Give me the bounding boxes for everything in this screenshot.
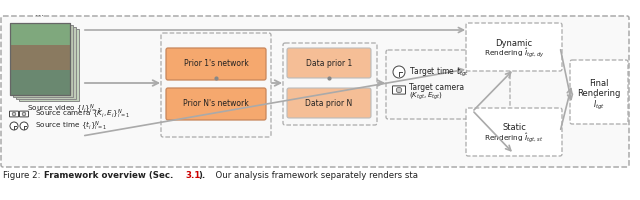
Text: Framework overview (Sec.: Framework overview (Sec. [44,171,177,180]
FancyBboxPatch shape [287,48,371,78]
Bar [19,29,79,101]
Text: Rendering: Rendering [577,90,621,98]
Text: Data prior N: Data prior N [305,98,353,108]
FancyBboxPatch shape [166,88,266,120]
Text: Source camera $\{K_i, E_i\}_{i=1}^N$: Source camera $\{K_i, E_i\}_{i=1}^N$ [35,107,130,121]
Text: Prior 1's network: Prior 1's network [184,60,248,68]
Text: ...: ... [35,8,45,18]
FancyBboxPatch shape [283,43,377,125]
FancyBboxPatch shape [392,86,406,94]
Bar [13,25,73,97]
Text: Source video $\{I_i\}_{i=1}^N$: Source video $\{I_i\}_{i=1}^N$ [27,103,101,116]
Bar [10,23,70,45]
Circle shape [396,87,402,93]
Circle shape [10,122,18,130]
FancyBboxPatch shape [166,48,266,80]
Text: $\hat{I}_{tgt}$: $\hat{I}_{tgt}$ [593,96,605,112]
FancyBboxPatch shape [287,88,371,118]
Bar [16,27,76,99]
Text: Target camera: Target camera [409,84,464,92]
Bar [10,23,70,95]
Circle shape [12,112,16,116]
Text: Final: Final [589,79,609,88]
Text: Target time $t_{tgt}$: Target time $t_{tgt}$ [409,65,469,79]
Text: Rendering $\hat{I}_{tgt,st}$: Rendering $\hat{I}_{tgt,st}$ [484,131,544,145]
Text: Data prior 1: Data prior 1 [306,58,352,68]
Bar [10,45,70,70]
Text: ).: ). [198,171,205,180]
FancyBboxPatch shape [19,111,29,117]
Text: $(K_{tgt}, E_{tgt})$: $(K_{tgt}, E_{tgt})$ [409,90,443,102]
Bar [10,23,70,95]
FancyBboxPatch shape [466,23,562,71]
FancyBboxPatch shape [466,108,562,156]
Circle shape [22,112,26,116]
FancyBboxPatch shape [10,111,19,117]
Text: Our analysis framework separately renders sta: Our analysis framework separately render… [210,171,418,180]
FancyBboxPatch shape [570,60,628,124]
FancyBboxPatch shape [161,33,271,137]
FancyBboxPatch shape [1,16,629,167]
Text: Dynamic: Dynamic [495,38,532,47]
FancyBboxPatch shape [386,50,510,119]
Text: Static: Static [502,123,526,132]
Circle shape [393,66,405,78]
Text: 3.1: 3.1 [185,171,200,180]
Text: Rendering $\hat{I}_{tgt,dy}$: Rendering $\hat{I}_{tgt,dy}$ [484,46,545,60]
Text: Figure 2:: Figure 2: [3,171,46,180]
Bar [10,70,70,95]
Circle shape [20,122,28,130]
Text: Prior N's network: Prior N's network [183,99,249,108]
Text: Source time $\{t_i\}_{i=1}^N$: Source time $\{t_i\}_{i=1}^N$ [35,119,107,133]
